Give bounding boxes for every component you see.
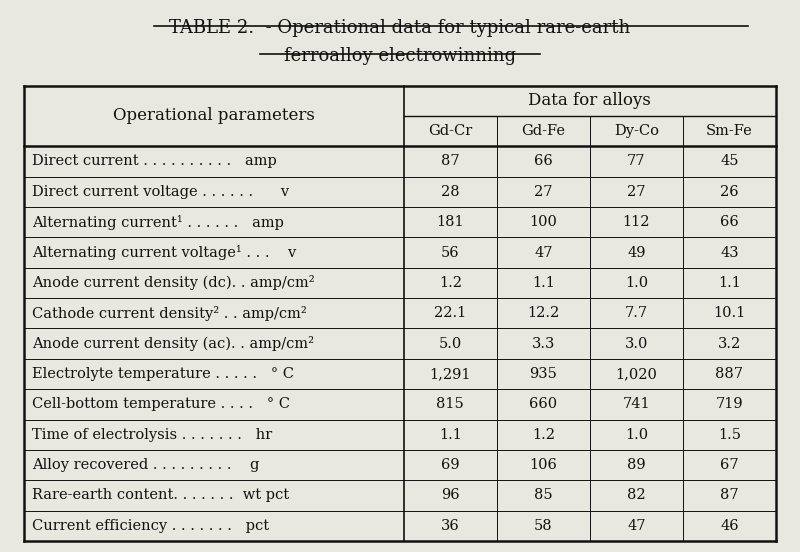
Text: 1.2: 1.2: [532, 428, 555, 442]
Text: 1.0: 1.0: [625, 428, 648, 442]
Text: 7.7: 7.7: [625, 306, 648, 320]
Text: 887: 887: [715, 367, 743, 381]
Text: Time of electrolysis . . . . . . .   hr: Time of electrolysis . . . . . . . hr: [32, 428, 272, 442]
Text: 1.1: 1.1: [532, 276, 554, 290]
Text: 112: 112: [622, 215, 650, 229]
Text: 1,020: 1,020: [615, 367, 658, 381]
Text: 12.2: 12.2: [527, 306, 559, 320]
Text: Anode current density (dc). . amp/cm²: Anode current density (dc). . amp/cm²: [32, 275, 314, 290]
Text: 47: 47: [534, 246, 553, 259]
Text: Alternating current¹ . . . . . .   amp: Alternating current¹ . . . . . . amp: [32, 215, 284, 230]
Text: 56: 56: [441, 246, 460, 259]
Text: 87: 87: [720, 489, 738, 502]
Text: Alloy recovered . . . . . . . . .    g: Alloy recovered . . . . . . . . . g: [32, 458, 259, 472]
Text: 100: 100: [530, 215, 558, 229]
Text: 741: 741: [622, 397, 650, 411]
Text: 1.5: 1.5: [718, 428, 741, 442]
Text: 3.3: 3.3: [532, 337, 555, 351]
Text: 28: 28: [441, 185, 460, 199]
Text: Current efficiency . . . . . . .   pct: Current efficiency . . . . . . . pct: [32, 519, 269, 533]
Text: 66: 66: [534, 155, 553, 168]
Text: 815: 815: [437, 397, 464, 411]
Text: 36: 36: [441, 519, 460, 533]
Text: 77: 77: [627, 155, 646, 168]
Text: 1.0: 1.0: [625, 276, 648, 290]
Text: 85: 85: [534, 489, 553, 502]
Text: 67: 67: [720, 458, 738, 472]
Text: Sm-Fe: Sm-Fe: [706, 124, 753, 138]
Text: 82: 82: [627, 489, 646, 502]
Text: Dy-Co: Dy-Co: [614, 124, 659, 138]
Text: Alternating current voltage¹ . . .    v: Alternating current voltage¹ . . . v: [32, 245, 296, 260]
Text: 46: 46: [720, 519, 738, 533]
Text: 181: 181: [437, 215, 464, 229]
Text: 58: 58: [534, 519, 553, 533]
Text: 1.1: 1.1: [439, 428, 462, 442]
Text: 87: 87: [441, 155, 460, 168]
Text: 96: 96: [441, 489, 460, 502]
Text: 45: 45: [720, 155, 738, 168]
Text: 1,291: 1,291: [430, 367, 471, 381]
Text: Anode current density (ac). . amp/cm²: Anode current density (ac). . amp/cm²: [32, 336, 314, 351]
Text: 22.1: 22.1: [434, 306, 466, 320]
Text: TABLE 2.  - Operational data for typical rare-earth: TABLE 2. - Operational data for typical …: [170, 19, 630, 38]
Text: Cell-bottom temperature . . . .   ° C: Cell-bottom temperature . . . . ° C: [32, 397, 290, 411]
Text: Operational parameters: Operational parameters: [113, 108, 315, 124]
Text: Gd-Fe: Gd-Fe: [522, 124, 566, 138]
Text: 43: 43: [720, 246, 738, 259]
Text: 89: 89: [627, 458, 646, 472]
Text: 47: 47: [627, 519, 646, 533]
Text: 719: 719: [716, 397, 743, 411]
Text: 106: 106: [530, 458, 558, 472]
Text: Direct current voltage . . . . . .      v: Direct current voltage . . . . . . v: [32, 185, 289, 199]
Text: 1.1: 1.1: [718, 276, 741, 290]
Text: Rare-earth content. . . . . . .  wt pct: Rare-earth content. . . . . . . wt pct: [32, 489, 289, 502]
Text: Data for alloys: Data for alloys: [529, 92, 651, 109]
Text: 935: 935: [530, 367, 558, 381]
Text: 5.0: 5.0: [438, 337, 462, 351]
Text: Gd-Cr: Gd-Cr: [428, 124, 473, 138]
Text: 66: 66: [720, 215, 739, 229]
Text: ferroalloy electrowinning: ferroalloy electrowinning: [284, 47, 516, 65]
Text: Direct current . . . . . . . . . .   amp: Direct current . . . . . . . . . . amp: [32, 155, 277, 168]
Text: 3.0: 3.0: [625, 337, 648, 351]
Text: 1.2: 1.2: [438, 276, 462, 290]
Text: Electrolyte temperature . . . . .   ° C: Electrolyte temperature . . . . . ° C: [32, 367, 294, 381]
Text: 10.1: 10.1: [714, 306, 746, 320]
Text: 27: 27: [627, 185, 646, 199]
Text: 27: 27: [534, 185, 553, 199]
Text: 26: 26: [720, 185, 738, 199]
Text: 660: 660: [530, 397, 558, 411]
Text: 3.2: 3.2: [718, 337, 741, 351]
Text: 49: 49: [627, 246, 646, 259]
Text: Cathode current density² . . amp/cm²: Cathode current density² . . amp/cm²: [32, 306, 306, 321]
Text: 69: 69: [441, 458, 460, 472]
